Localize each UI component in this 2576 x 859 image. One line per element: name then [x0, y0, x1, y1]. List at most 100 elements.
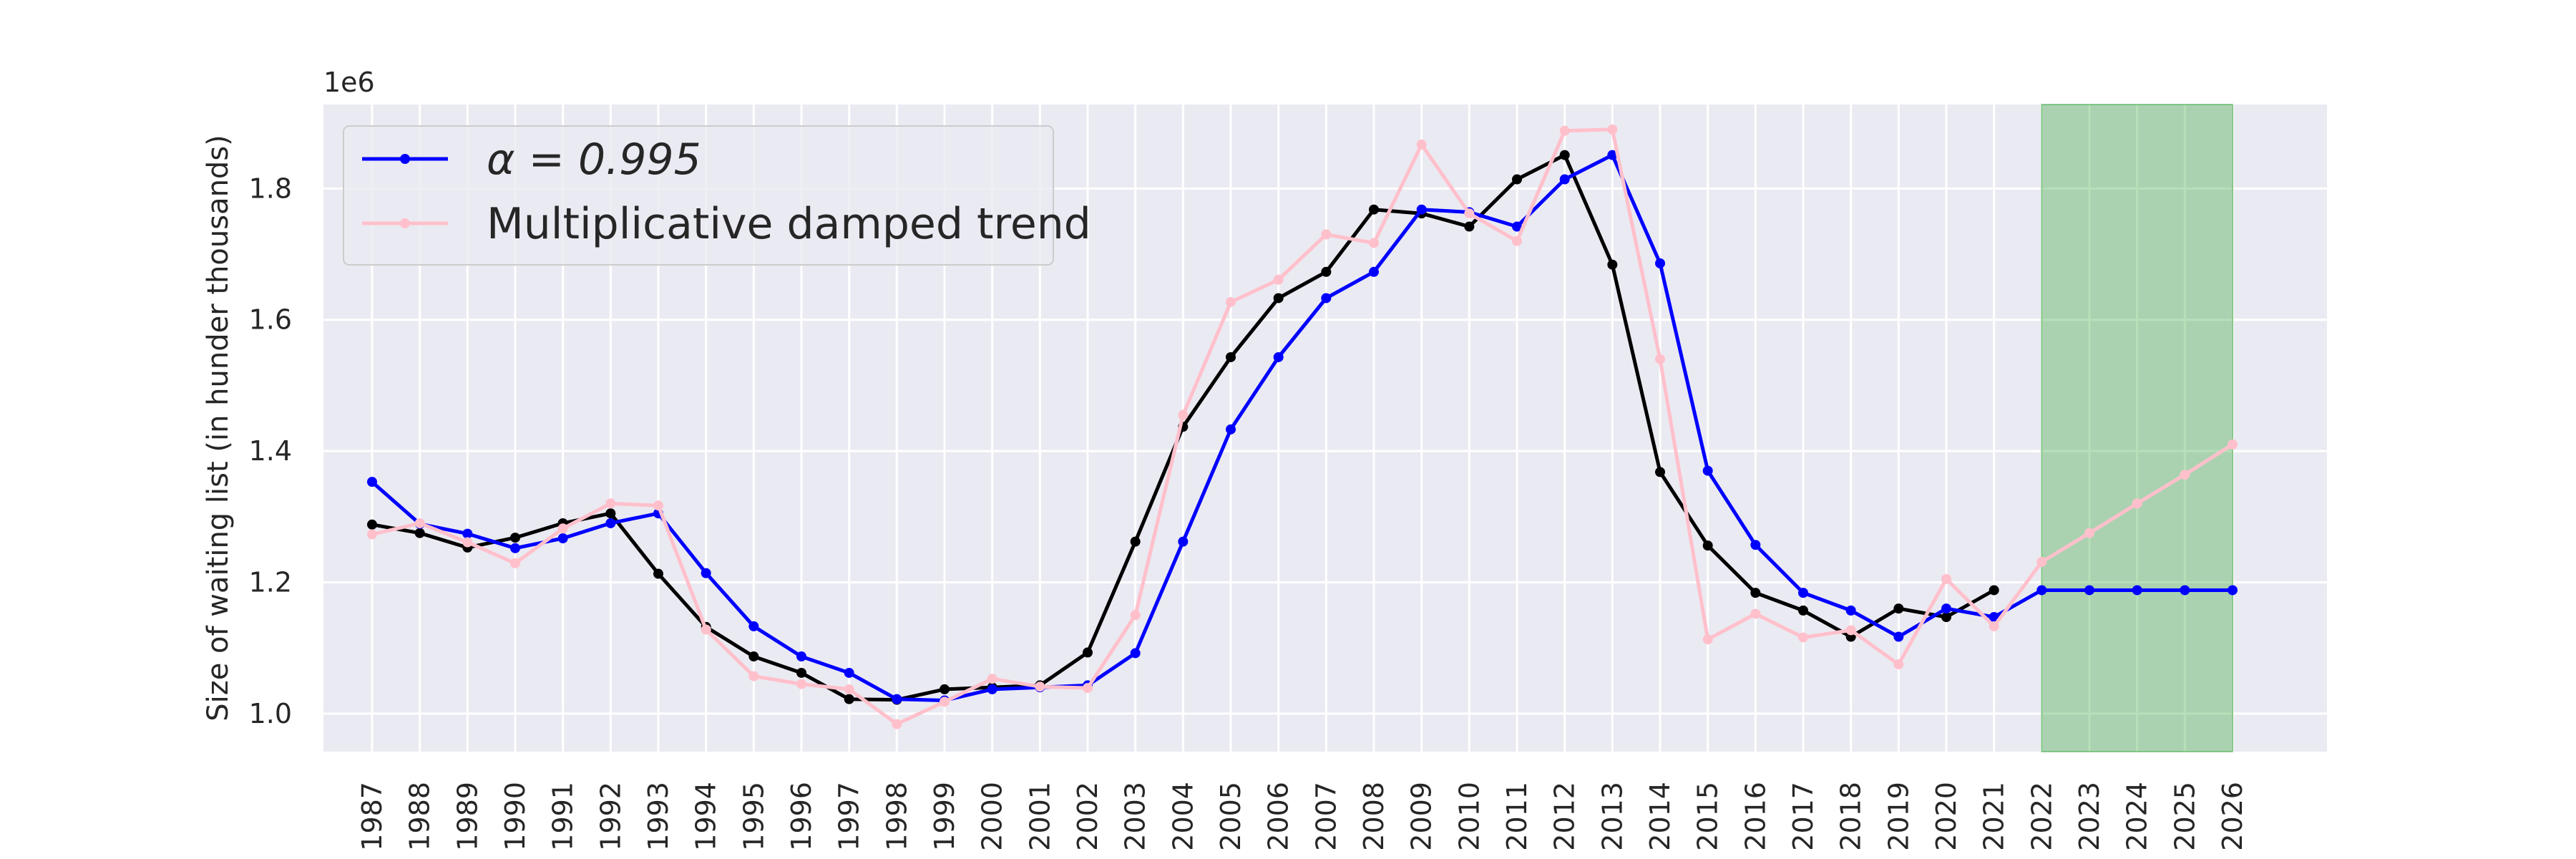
series-point-2	[1702, 634, 1713, 645]
series-point-0	[1798, 605, 1808, 616]
y-tick-label: 1.4	[249, 435, 292, 467]
x-tick-label: 2017	[1787, 782, 1819, 851]
series-point-0	[1369, 204, 1379, 215]
x-tick-label: 1995	[738, 782, 769, 851]
x-tick-label: 1988	[404, 782, 436, 851]
series-point-1	[510, 543, 520, 553]
forecast-span	[2041, 104, 2233, 752]
x-tick-label: 1991	[547, 782, 579, 851]
series-point-0	[367, 519, 377, 530]
x-tick-label: 2016	[1740, 782, 1771, 851]
y-offset-label: 1e6	[323, 67, 375, 98]
series-point-2	[1035, 681, 1045, 692]
series-point-1	[844, 667, 854, 678]
x-tick-label: 2001	[1024, 782, 1055, 851]
series-point-1	[1512, 221, 1522, 232]
series-point-1	[367, 477, 377, 487]
x-tick-label: 2010	[1453, 782, 1485, 851]
x-tick-label: 2025	[2169, 782, 2200, 851]
series-point-2	[1416, 139, 1427, 150]
series-point-0	[510, 533, 520, 543]
legend-marker-alpha	[400, 154, 410, 164]
x-tick-label: 2000	[977, 782, 1008, 851]
series-point-2	[414, 518, 425, 528]
series-point-2	[1130, 610, 1141, 621]
series-point-2	[1464, 208, 1475, 219]
series-point-0	[940, 684, 950, 694]
legend-box	[343, 125, 1054, 266]
x-tick-label: 2005	[1215, 782, 1246, 851]
y-axis-label: Size of waiting list (in hunder thousand…	[202, 135, 235, 722]
series-point-2	[1989, 621, 1999, 631]
series-point-2	[2084, 528, 2094, 538]
series-point-0	[1464, 221, 1475, 232]
y-tick-label: 1.2	[249, 566, 292, 598]
series-point-2	[1893, 659, 1904, 670]
series-line-2	[370, 127, 2235, 726]
legend-marker-damped	[400, 218, 410, 228]
series-point-2	[1321, 229, 1332, 240]
series-point-2	[1512, 236, 1522, 246]
x-tick-label: 1997	[834, 782, 865, 851]
series-point-1	[1893, 631, 1904, 642]
series-point-2	[2036, 557, 2047, 568]
x-tick-label: 2015	[1692, 782, 1724, 851]
x-tick-label: 2002	[1072, 782, 1103, 851]
series-point-1	[1178, 536, 1189, 547]
series-point-1	[1130, 648, 1141, 659]
series-point-0	[1941, 612, 1951, 623]
series-point-2	[462, 537, 473, 548]
series-point-2	[748, 671, 759, 681]
series-point-1	[1941, 603, 1951, 614]
series-point-2	[1655, 354, 1665, 364]
y-tick-labels: 1.0 1.2 1.4 1.6 1.8	[249, 173, 292, 729]
x-tick-label: 2006	[1263, 782, 1294, 851]
series-point-1	[987, 684, 997, 694]
series-point-1	[1607, 150, 1618, 160]
series-point-1	[2036, 585, 2047, 596]
series-point-2	[1273, 274, 1284, 285]
series-point-2	[701, 624, 711, 635]
series-point-1	[1416, 204, 1427, 215]
series-point-1	[1845, 605, 1856, 616]
series-point-2	[605, 498, 616, 509]
x-tick-label: 1987	[356, 782, 388, 851]
x-tick-label: 1998	[881, 782, 912, 851]
x-tick-label: 2003	[1120, 782, 1151, 851]
series-point-0	[1750, 588, 1761, 598]
x-tick-label: 1996	[786, 782, 817, 851]
legend-entry-damped: Multiplicative damped trend	[362, 199, 1091, 249]
series-point-0	[1512, 174, 1522, 185]
series-point-2	[1607, 124, 1618, 135]
series-point-1	[605, 518, 616, 528]
series-point-1	[796, 651, 806, 662]
legend-entry-alpha: α = 0.995	[362, 135, 701, 185]
series-point-2	[940, 697, 950, 707]
series-point-1	[748, 621, 759, 631]
series-point-1	[892, 694, 902, 704]
series-point-2	[367, 529, 377, 540]
series-point-1	[462, 528, 473, 539]
series-point-2	[796, 679, 806, 689]
series-point-2	[1178, 409, 1189, 420]
series-point-0	[844, 694, 854, 704]
series-point-0	[605, 508, 616, 519]
x-tick-label: 2008	[1358, 782, 1390, 851]
series-point-0	[1130, 536, 1141, 547]
series-point-0	[1607, 259, 1618, 270]
legend: α = 0.995 Multiplicative damped trend	[343, 125, 1091, 266]
series-point-0	[1559, 150, 1570, 160]
series-point-1	[1559, 174, 1570, 185]
series-point-0	[1989, 585, 1999, 596]
x-tick-label: 1990	[499, 782, 531, 851]
series-point-1	[557, 533, 568, 544]
series-point-1	[1702, 465, 1713, 476]
x-tick-label: 1989	[452, 782, 483, 851]
x-tick-label: 1993	[643, 782, 674, 851]
series-point-1	[1655, 258, 1665, 268]
series-point-2	[510, 558, 520, 568]
series-point-2	[1845, 625, 1856, 636]
x-tick-label: 2023	[2074, 782, 2105, 851]
x-tick-label: 2013	[1596, 782, 1628, 851]
